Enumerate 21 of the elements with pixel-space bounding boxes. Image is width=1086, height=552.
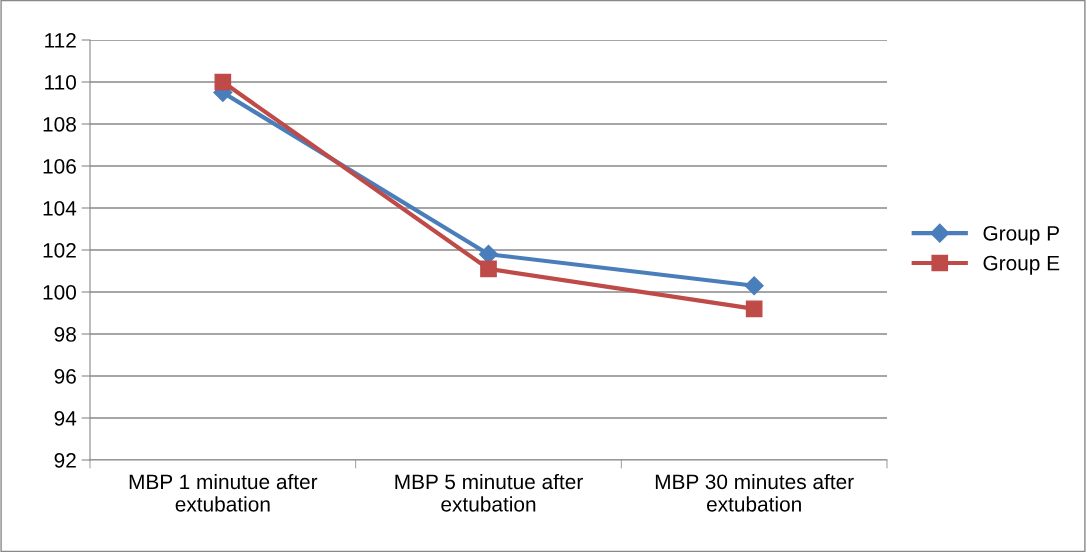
point [480, 260, 497, 278]
y-tick-label: 92 [54, 453, 76, 468]
y-tick-label: 102 [43, 243, 76, 258]
legend-label: Group E [983, 255, 1060, 275]
x-tick-label: MBP 30 minutes after extubation [655, 473, 854, 512]
y-tick-label: 106 [43, 159, 76, 174]
x-tick-label: MBP 5 minutue after extubation [395, 473, 583, 512]
point [744, 276, 764, 296]
y-tick-label: 112 [45, 33, 76, 48]
point [745, 300, 763, 318]
y-tick-label: 108 [43, 117, 76, 132]
y-tick-label: 104 [43, 201, 77, 216]
y-tick-label: 94 [54, 411, 77, 426]
y-tick-label: 96 [54, 369, 76, 384]
y-tick-label: 98 [54, 327, 76, 342]
y-tick-label: 100 [43, 285, 76, 300]
legend-label: Group P [983, 225, 1059, 245]
point [478, 244, 499, 264]
y-tick-label: 110 [45, 75, 76, 90]
x-tick-label: MBP 1 minutue after extubation [129, 473, 318, 512]
point [214, 73, 232, 91]
